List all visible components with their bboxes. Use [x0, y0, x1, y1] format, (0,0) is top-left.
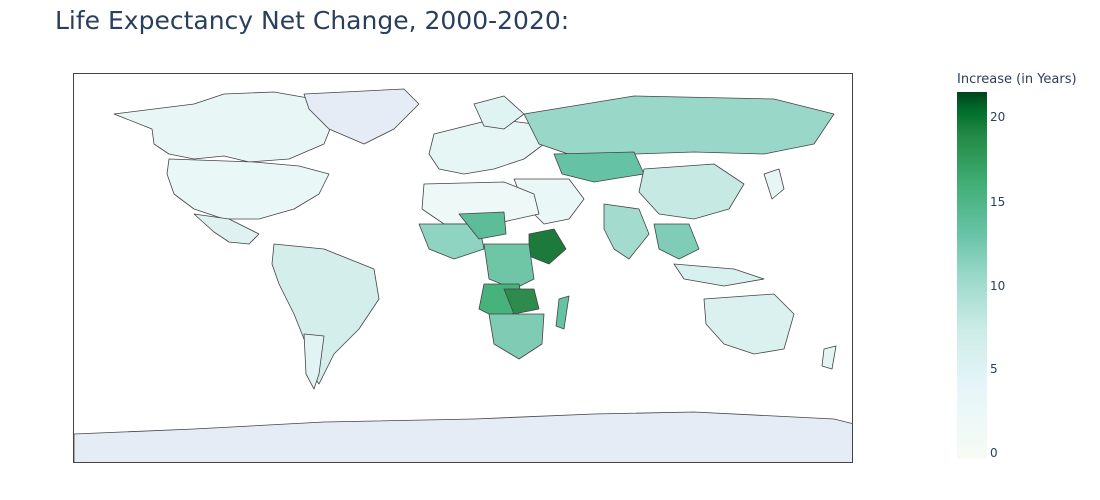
region-new-zealand — [821, 345, 837, 370]
region-north-africa — [421, 181, 540, 225]
colorbar-tick: 20 — [990, 110, 1006, 124]
region-antarctica — [74, 411, 852, 462]
map-panel[interactable] — [73, 73, 853, 463]
colorbar-tick: 5 — [990, 362, 998, 376]
region-sahel — [458, 211, 507, 240]
region-greenland — [303, 88, 420, 145]
region-south-america — [271, 243, 380, 385]
region-canada — [113, 91, 335, 163]
colorbar-tick: 0 — [990, 446, 998, 460]
region-australia — [703, 293, 795, 355]
region-europe — [428, 118, 545, 175]
region-india — [603, 203, 650, 260]
region-japan — [763, 168, 785, 200]
region-russia — [523, 95, 835, 157]
region-scandinavia — [473, 95, 525, 130]
colorbar-tick: 10 — [990, 279, 1006, 293]
world-map[interactable] — [74, 74, 853, 463]
region-madagascar — [555, 295, 570, 330]
region-argentina — [303, 333, 325, 390]
region-zambia — [503, 288, 540, 315]
region-usa — [166, 158, 330, 220]
chart-title: Life Expectancy Net Change, 2000-2020: — [55, 6, 570, 35]
region-ethiopia — [528, 228, 567, 265]
region-central-africa — [483, 243, 535, 290]
colorbar — [957, 92, 987, 459]
region-se-asia — [653, 223, 700, 260]
colorbar-title: Increase (in Years) — [957, 72, 1077, 87]
region-china — [638, 163, 745, 220]
region-kazakhstan — [553, 151, 645, 183]
region-indonesia — [673, 263, 765, 287]
region-southern-africa — [488, 313, 545, 360]
region-mexico — [193, 213, 260, 245]
colorbar-tick: 15 — [990, 195, 1006, 209]
